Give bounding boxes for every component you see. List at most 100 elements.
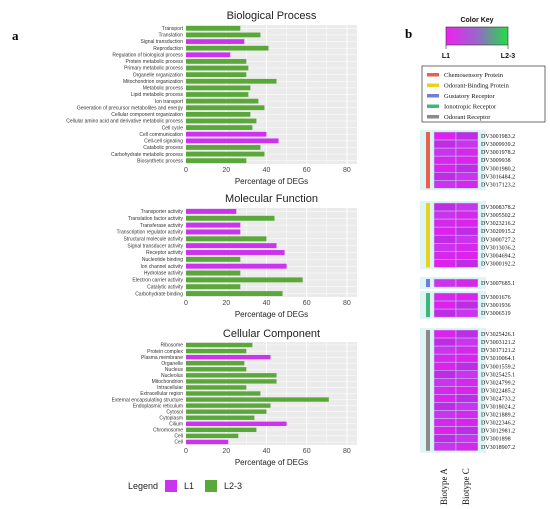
bar [186, 131, 267, 137]
family-color-bar [426, 279, 430, 288]
family-legend-label: Ionotropic Receptor [444, 104, 497, 111]
bar [186, 409, 267, 414]
bar [186, 59, 247, 64]
panel-label-a: a [12, 28, 19, 43]
gene-label: DV3013036.2 [481, 245, 515, 251]
gene-label: DV3022346.2 [481, 421, 515, 427]
heatmap-cell [433, 394, 457, 403]
category-label: Electron carrier activity [132, 278, 183, 284]
gene-label: DV3006519 [481, 311, 511, 317]
bar [186, 277, 303, 283]
legend-swatch-l23 [205, 480, 217, 492]
family-color-bar [426, 330, 430, 451]
bar [186, 403, 271, 408]
heatmap-cell [433, 361, 457, 371]
category-label: Carbohydrate metabolic process [111, 152, 183, 158]
gene-label: DV3000192.2 [481, 261, 515, 267]
heatmap-cell [455, 218, 479, 228]
heatmap-cell [455, 345, 479, 355]
gene-label: DV3020915.2 [481, 229, 515, 235]
bar [186, 236, 267, 242]
heatmap-cell [455, 353, 479, 363]
heatmap-cell [433, 426, 457, 435]
heatmap-cell [433, 300, 457, 310]
heatmap-cell [455, 300, 479, 310]
category-label: Ribosome [160, 343, 183, 349]
heatmap-cell [455, 386, 479, 395]
column-label-biotype-c: Biotype C [461, 468, 471, 505]
bar [186, 263, 287, 269]
heatmap-cell [433, 434, 457, 443]
heatmap-cell [433, 218, 457, 228]
category-label: Nucleotide binding [142, 257, 183, 263]
family-legend-swatch [427, 104, 439, 108]
gene-label: DV3001936 [481, 303, 511, 309]
color-key-title: Color Key [460, 17, 493, 24]
gene-label: DV3007685.1 [481, 281, 515, 287]
gene-label: DV3025426.1 [481, 332, 515, 338]
category-label: Extracellular region [140, 391, 183, 397]
category-label: Cell-cell signaling [144, 139, 183, 145]
color-key-low-label: L1 [442, 53, 450, 60]
heatmap-cell [455, 180, 479, 189]
heatmap-cell [455, 410, 479, 419]
heatmap-cell [433, 370, 457, 379]
category-label: Cytoplasm [159, 415, 183, 421]
bar [186, 421, 287, 426]
family-legend-box [421, 65, 546, 123]
gene-label: DV3012981.2 [481, 429, 515, 435]
heatmap-cell [433, 418, 457, 427]
gene-label: DV3004694.2 [481, 253, 515, 259]
heatmap-cell [455, 370, 479, 379]
heatmap-cell [455, 139, 479, 149]
category-label: Protein complex [147, 349, 183, 355]
family-color-bar [426, 293, 430, 318]
heatmap-cell [433, 386, 457, 395]
bar-charts: Biological ProcessTransportTranslationSi… [66, 10, 357, 467]
heatmap-cell [455, 402, 479, 411]
heatmap-cell [455, 234, 479, 244]
category-label: Transport [162, 26, 184, 32]
category-label: Cell [174, 440, 183, 446]
family-legend-label: Chemosensory Protein [444, 72, 504, 79]
x-tick-label: 60 [303, 300, 311, 307]
bar [186, 397, 329, 402]
gene-label: DV3017123.2 [481, 182, 515, 188]
bar [186, 39, 245, 44]
bar [186, 215, 275, 221]
category-label: Biosynthetic process [137, 158, 183, 164]
heatmap-cell [433, 337, 457, 347]
gene-label: DV3008378.2 [481, 205, 515, 211]
heatmap-cell [433, 210, 457, 220]
category-label: Cytosol [166, 409, 183, 415]
category-label: Translation factor activity [128, 216, 184, 222]
heatmap-cell [433, 410, 457, 419]
x-tick-label: 20 [222, 167, 230, 174]
category-label: Generation of precursor metabolites and … [77, 105, 184, 111]
family-legend-label: Odorant Receptor [444, 114, 491, 121]
heatmap-cell [433, 180, 457, 189]
bar [186, 105, 265, 111]
heatmap-cell [455, 210, 479, 220]
category-label: Mitochondrion organization [123, 79, 183, 85]
category-label: Organelle organization [133, 72, 184, 78]
heatmap-rows: DV3001983.2 DV3009939.2 DV3001978.2 DV30099… [420, 130, 515, 453]
color-key-high-label: L2-3 [501, 53, 516, 60]
category-label: Transferase activity [140, 223, 184, 229]
chart-title: Biological Process [227, 10, 317, 22]
x-tick-label: 0 [184, 448, 188, 455]
bar [186, 65, 249, 71]
family-legend-label: Odorant-Binding Protein [444, 83, 510, 90]
bar [186, 158, 247, 164]
heatmap-cell [455, 172, 479, 181]
x-tick-label: 40 [263, 448, 271, 455]
gene-label: DV3023216.2 [481, 221, 515, 227]
family-legend: Chemosensory Protein Odorant-Binding Prot… [427, 72, 510, 121]
bar [186, 138, 279, 144]
category-label: Transporter activity [141, 209, 184, 215]
heatmap-cell [433, 131, 457, 141]
bar [186, 25, 241, 31]
bottom-legend: Legend L1 L2-3 [128, 480, 242, 492]
